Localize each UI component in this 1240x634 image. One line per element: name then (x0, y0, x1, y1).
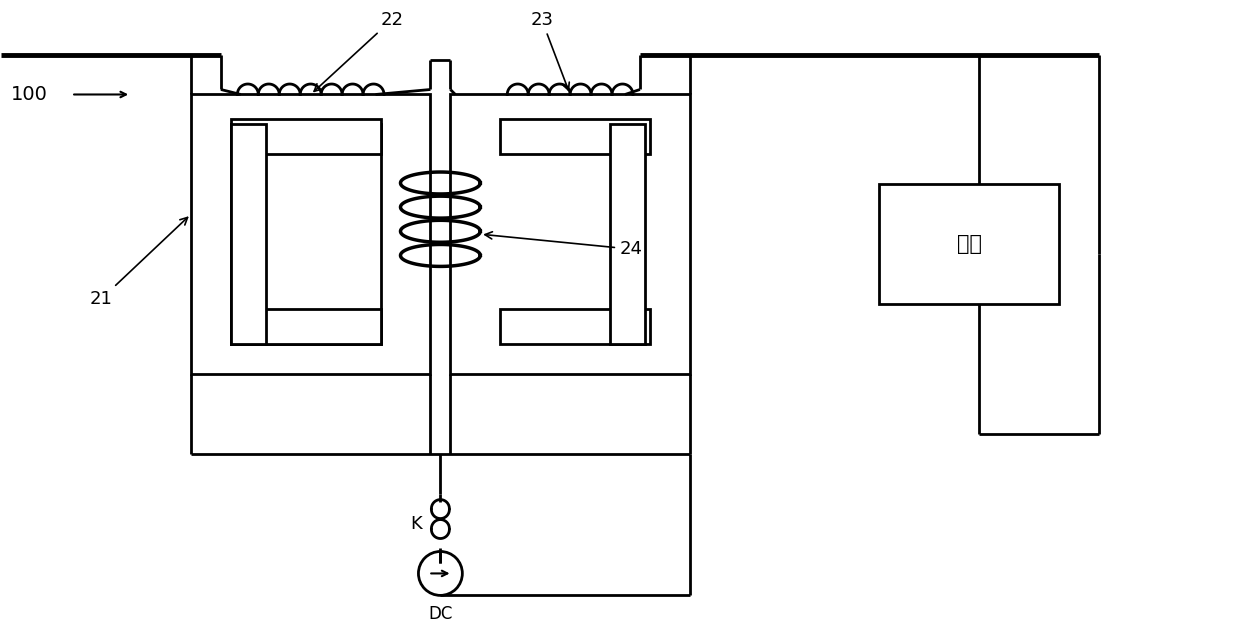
Bar (450, 94, 689, 374)
Bar (879, 184, 1059, 304)
Text: 负载: 负载 (957, 234, 982, 254)
Bar (231, 124, 381, 344)
Text: 24: 24 (485, 232, 644, 258)
Text: 21: 21 (89, 217, 187, 308)
Bar (191, 94, 430, 374)
Text: K: K (410, 515, 423, 533)
Bar (231, 124, 265, 344)
Text: 100: 100 (11, 85, 48, 104)
Bar (231, 309, 381, 344)
Bar (231, 119, 381, 154)
Bar (500, 119, 650, 154)
Text: 22: 22 (314, 11, 403, 91)
Bar (500, 309, 650, 344)
Bar (610, 124, 645, 344)
Text: 23: 23 (531, 11, 569, 90)
Text: DC: DC (428, 605, 453, 623)
